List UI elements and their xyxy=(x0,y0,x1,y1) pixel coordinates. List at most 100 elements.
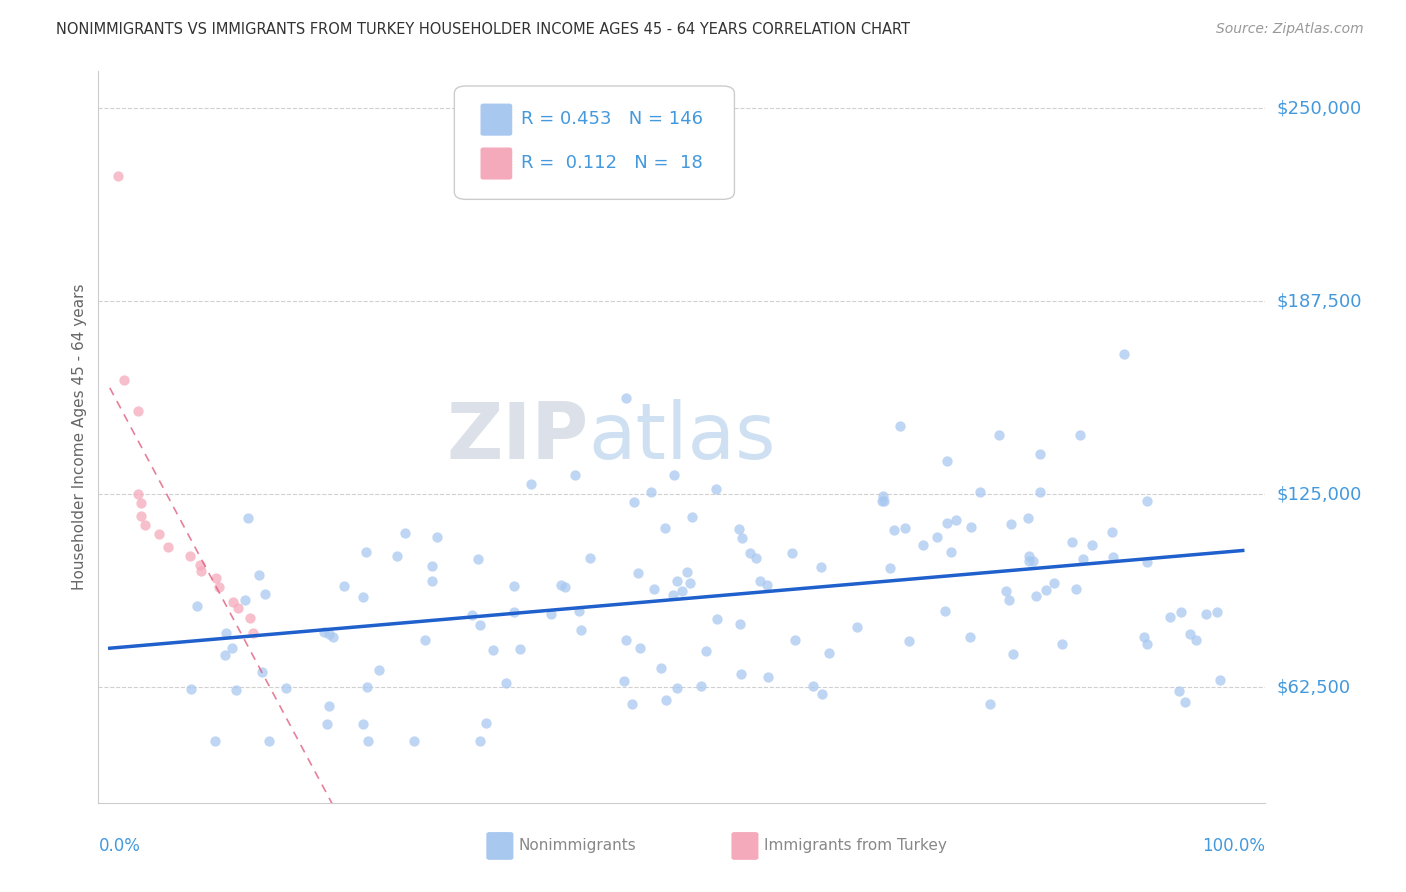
Point xyxy=(1018,554,1040,568)
Point xyxy=(614,392,637,406)
Point xyxy=(215,626,238,640)
Point xyxy=(740,546,762,560)
Point xyxy=(959,520,981,534)
Point xyxy=(872,494,894,508)
Point xyxy=(186,599,208,614)
Point xyxy=(509,642,531,657)
Point xyxy=(236,511,259,525)
Point xyxy=(579,551,602,566)
Point xyxy=(671,583,693,598)
Point xyxy=(893,521,915,535)
Point xyxy=(969,485,991,500)
Point xyxy=(1043,576,1066,591)
Point xyxy=(554,580,576,594)
Point xyxy=(846,620,869,634)
Text: atlas: atlas xyxy=(589,399,776,475)
Point xyxy=(1002,647,1025,661)
Point xyxy=(259,734,281,748)
Point xyxy=(131,508,153,523)
Point xyxy=(112,373,135,387)
Point xyxy=(695,644,717,658)
Point xyxy=(520,477,543,491)
Text: 0.0%: 0.0% xyxy=(98,837,141,855)
Point xyxy=(503,605,526,619)
Point xyxy=(571,623,593,637)
Point xyxy=(318,627,340,641)
Point xyxy=(650,661,672,675)
Point xyxy=(420,559,443,574)
Point xyxy=(550,578,572,592)
Point xyxy=(222,595,245,609)
Point xyxy=(925,530,948,544)
Point xyxy=(1195,607,1218,621)
Point xyxy=(935,516,957,531)
Point xyxy=(1017,511,1039,525)
Point xyxy=(1174,695,1197,709)
Point xyxy=(1205,605,1227,619)
Point xyxy=(811,687,834,701)
Point xyxy=(503,579,526,593)
Point xyxy=(1185,632,1208,647)
Point xyxy=(204,734,226,748)
Point xyxy=(959,630,981,644)
FancyBboxPatch shape xyxy=(481,148,512,179)
Point xyxy=(127,404,149,418)
Point xyxy=(250,665,273,680)
Point xyxy=(945,513,967,527)
Point xyxy=(627,566,650,580)
Point xyxy=(318,699,340,714)
FancyBboxPatch shape xyxy=(733,833,758,859)
Point xyxy=(664,468,686,483)
Point xyxy=(1018,549,1040,563)
Point xyxy=(1000,516,1022,531)
FancyBboxPatch shape xyxy=(454,86,734,200)
Point xyxy=(1101,525,1123,540)
Point xyxy=(387,549,409,563)
Point xyxy=(468,617,491,632)
Point xyxy=(782,546,804,560)
Point xyxy=(756,577,779,591)
Point xyxy=(420,574,443,589)
Text: Source: ZipAtlas.com: Source: ZipAtlas.com xyxy=(1216,22,1364,37)
Point xyxy=(872,489,894,503)
Point xyxy=(402,734,425,748)
Text: Immigrants from Turkey: Immigrants from Turkey xyxy=(763,838,946,854)
Point xyxy=(988,428,1011,442)
Point xyxy=(1035,583,1057,598)
Point xyxy=(911,538,934,552)
Point xyxy=(704,482,727,496)
Point xyxy=(368,663,391,677)
Text: $187,500: $187,500 xyxy=(1277,293,1362,310)
Point xyxy=(706,612,728,626)
Point xyxy=(643,582,665,597)
Point xyxy=(208,580,231,594)
Text: ZIP: ZIP xyxy=(446,399,589,475)
Point xyxy=(242,626,264,640)
Point xyxy=(730,531,752,545)
Text: Nonimmigrants: Nonimmigrants xyxy=(519,838,637,854)
Point xyxy=(623,494,645,508)
Point xyxy=(1167,684,1189,698)
Point xyxy=(810,559,832,574)
Point xyxy=(322,630,344,644)
Point xyxy=(495,676,517,690)
Point xyxy=(1021,554,1043,568)
Point xyxy=(276,681,298,696)
Point xyxy=(1069,428,1091,442)
Point xyxy=(620,698,643,712)
Point xyxy=(1180,627,1202,641)
FancyBboxPatch shape xyxy=(486,833,513,859)
Point xyxy=(614,632,637,647)
Point xyxy=(357,734,380,748)
Point xyxy=(1101,549,1123,564)
Point xyxy=(889,419,911,434)
Point xyxy=(1136,637,1159,651)
Point xyxy=(314,625,336,640)
Point xyxy=(247,567,270,582)
Point xyxy=(356,680,378,694)
Text: R = 0.453   N = 146: R = 0.453 N = 146 xyxy=(520,110,703,128)
Point xyxy=(1081,537,1104,551)
Point xyxy=(883,523,905,537)
Point xyxy=(1159,610,1181,624)
Point xyxy=(675,565,697,579)
